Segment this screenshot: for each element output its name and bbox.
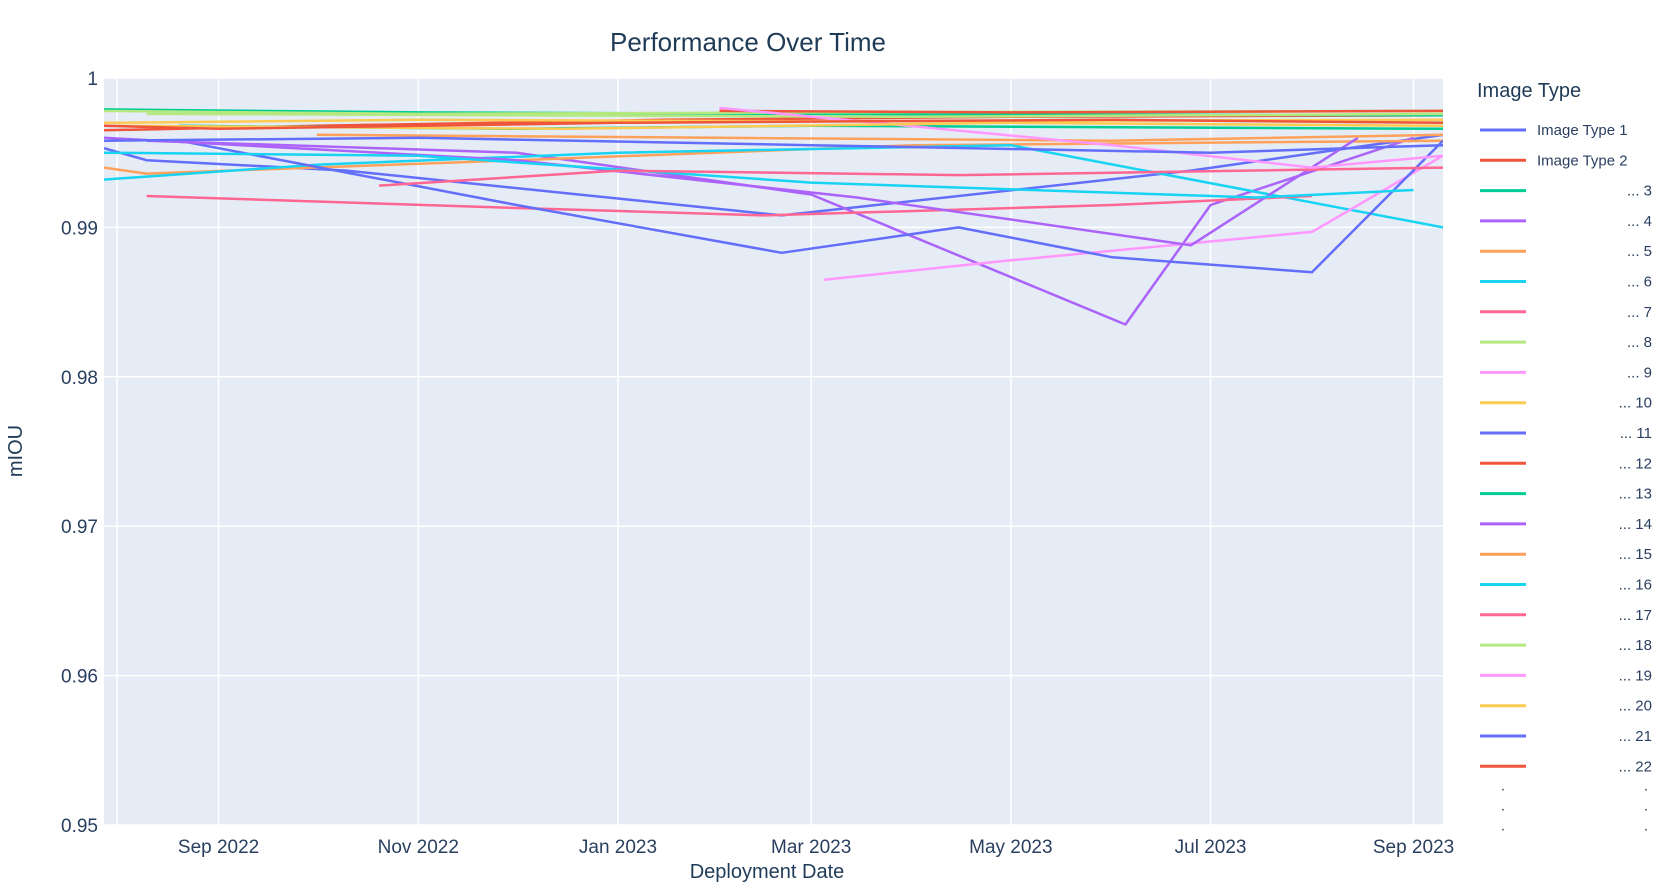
series-line-17 bbox=[378, 166, 1443, 187]
legend-continuation: . bbox=[1644, 798, 1648, 815]
legend-label: ... 15 bbox=[1619, 546, 1652, 563]
series-line-16 bbox=[104, 151, 1414, 199]
series-line-4 bbox=[146, 136, 1414, 326]
y-tick-label: 0.97 bbox=[61, 517, 98, 538]
legend-label: Image Type 1 bbox=[1537, 122, 1628, 139]
legend-label: ... 13 bbox=[1619, 486, 1652, 503]
legend-label: ... 17 bbox=[1619, 607, 1652, 624]
x-tick-label: Mar 2023 bbox=[771, 837, 851, 858]
legend-continuation: . bbox=[1644, 778, 1648, 795]
x-tick-label: Sep 2022 bbox=[178, 837, 259, 858]
legend-label: ... 5 bbox=[1627, 243, 1652, 260]
y-tick-label: 0.98 bbox=[61, 368, 98, 389]
x-tick-label: Jul 2023 bbox=[1175, 837, 1247, 858]
series-lines bbox=[104, 106, 1443, 326]
legend-label: ... 7 bbox=[1627, 304, 1652, 321]
y-tick-label: 0.96 bbox=[61, 667, 98, 688]
y-tick-label: 0.99 bbox=[61, 218, 98, 239]
legend-label: ... 9 bbox=[1627, 364, 1652, 381]
legend-label: ... 8 bbox=[1627, 334, 1652, 351]
y-tick-label: 1 bbox=[87, 69, 98, 90]
series-line-12 bbox=[719, 109, 1443, 114]
series-line-11 bbox=[179, 139, 1443, 274]
legend-label: ... 12 bbox=[1619, 455, 1652, 472]
x-tick-label: Sep 2023 bbox=[1373, 837, 1454, 858]
legend-label: ... 6 bbox=[1627, 274, 1652, 291]
y-tick-labels: 0.95 0.96 0.97 0.98 0.99 1 bbox=[61, 69, 98, 837]
x-tick-label: May 2023 bbox=[969, 837, 1052, 858]
series-line-14 bbox=[104, 136, 1359, 247]
series-line-9 bbox=[824, 154, 1443, 281]
legend-title: Image Type bbox=[1477, 80, 1581, 102]
legend-label: ... 11 bbox=[1620, 425, 1652, 442]
series-line-19 bbox=[719, 106, 1443, 169]
x-axis-title: Deployment Date bbox=[690, 861, 845, 883]
legend-label: Image Type 2 bbox=[1537, 152, 1628, 169]
legend-label: ... 18 bbox=[1619, 637, 1652, 654]
legend-label: ... 16 bbox=[1619, 577, 1652, 594]
legend-label: ... 4 bbox=[1627, 213, 1652, 230]
legend-continuation: . bbox=[1501, 798, 1505, 815]
x-tick-label: Jan 2023 bbox=[579, 837, 657, 858]
x-tick-label: Nov 2022 bbox=[378, 837, 459, 858]
legend-continuation: . bbox=[1501, 818, 1505, 835]
y-axis-title: mIOU bbox=[5, 425, 27, 477]
series-line-1 bbox=[104, 133, 1443, 217]
y-grid bbox=[104, 77, 1443, 826]
series-line-22 bbox=[104, 118, 1443, 131]
legend: Image Type Image Type 1 Image Type 2 ... 3… bbox=[1477, 80, 1652, 835]
series-line-18 bbox=[146, 112, 1443, 119]
legend-label: ... 14 bbox=[1619, 516, 1652, 533]
series-line-21 bbox=[104, 136, 1443, 154]
legend-label: ... 21 bbox=[1619, 728, 1652, 745]
legend-continuation: . bbox=[1501, 778, 1505, 795]
legend-label: ... 3 bbox=[1627, 183, 1652, 200]
series-line-15 bbox=[316, 133, 1443, 142]
legend-label: ... 20 bbox=[1619, 698, 1652, 715]
x-tick-labels: Sep 2022 Nov 2022 Jan 2023 Mar 2023 May 2023… bbox=[178, 837, 1454, 858]
y-tick-label: 0.95 bbox=[61, 816, 98, 837]
chart-title: Performance Over Time bbox=[610, 27, 886, 57]
x-grid bbox=[116, 78, 1415, 825]
legend-label: ... 22 bbox=[1619, 758, 1652, 775]
legend-label: ... 19 bbox=[1619, 667, 1652, 684]
legend-continuation: . bbox=[1644, 818, 1648, 835]
series-line-7 bbox=[146, 194, 1313, 217]
legend-label: ... 10 bbox=[1619, 395, 1652, 412]
